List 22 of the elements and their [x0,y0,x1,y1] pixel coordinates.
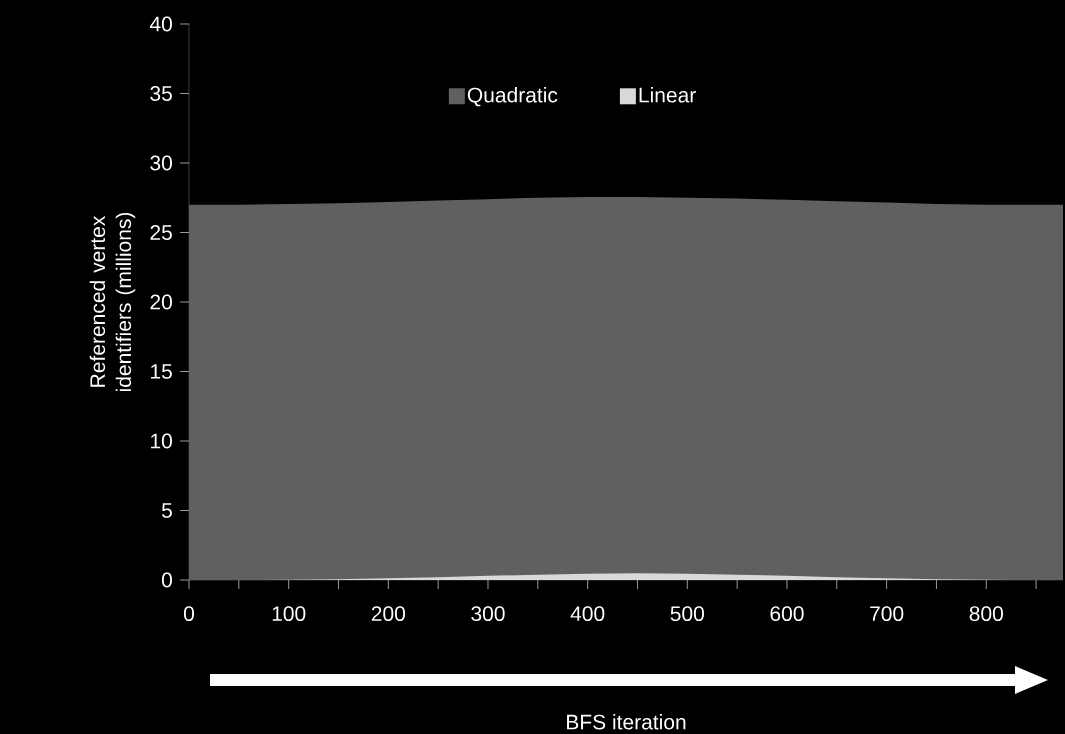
y-tick-label: 5 [161,503,172,518]
y-tick-label: 35 [150,86,172,101]
x-tick-label: 0 [183,606,195,622]
x-tick-label: 600 [770,606,804,622]
y-tick-label: 10 [151,433,172,449]
x-tick-label: 400 [570,606,605,622]
x-tick-label: 700 [870,606,904,622]
x-tick-label: 300 [471,606,505,622]
legend-label: Quadratic [467,87,558,107]
legend-label: Linear [639,87,696,103]
y-tick-label: 15 [151,364,172,379]
y-tick-label: 40 [149,16,172,32]
y-axis-title: Referenced vertex identifiers (millions) [89,212,136,392]
x-tick-label: 100 [272,606,306,622]
x-tick-label: 200 [371,606,406,622]
y-tick-label: 0 [161,572,172,588]
x-tick-label: 800 [969,606,1003,622]
x-axis-title: BFS iteration [567,714,686,730]
y-tick-label: 25 [150,225,172,240]
y-tick-label: 20 [150,294,172,310]
x-tick-label: 500 [670,606,704,622]
y-tick-label: 30 [150,155,172,171]
